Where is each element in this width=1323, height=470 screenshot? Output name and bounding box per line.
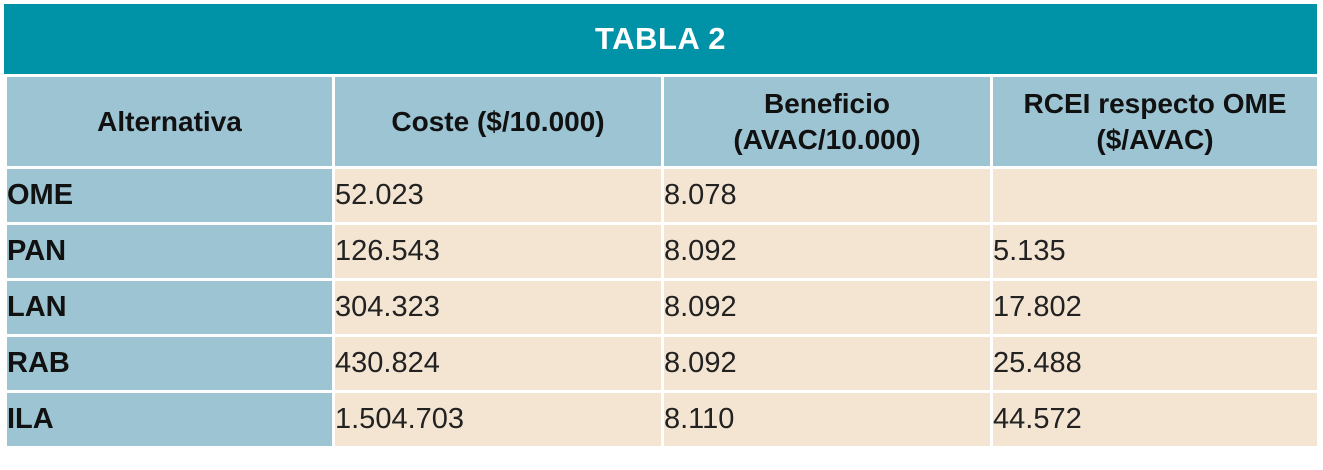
data-table: Alternativa Coste ($/10.000) Beneficio (… — [4, 74, 1320, 449]
row-label: PAN — [4, 222, 335, 281]
header-row: Alternativa Coste ($/10.000) Beneficio (… — [4, 74, 1320, 169]
benefit-cell: 8.110 — [661, 390, 993, 449]
header-alternativa-line1: Alternativa — [97, 105, 242, 137]
header-coste-line1: Coste ($/10.000) — [391, 105, 605, 137]
cost-cell: 126.543 — [332, 222, 664, 281]
benefit-cell: 8.092 — [661, 222, 993, 281]
cost-cell: 430.824 — [332, 334, 664, 393]
table-row: LAN 304.323 8.092 17.802 — [4, 278, 1320, 337]
table-title: TABLA 2 — [4, 4, 1317, 74]
header-rcei: RCEI respecto OME ($/AVAC) — [990, 74, 1320, 169]
header-beneficio-line2: (AVAC/10.000) — [733, 123, 921, 155]
table-row: OME 52.023 8.078 — [4, 166, 1320, 225]
rcei-cell: 17.802 — [990, 278, 1320, 337]
row-label: OME — [4, 166, 335, 225]
header-rcei-line2: ($/AVAC) — [1096, 123, 1214, 155]
row-label: ILA — [4, 390, 335, 449]
cost-cell: 52.023 — [332, 166, 664, 225]
header-beneficio: Beneficio (AVAC/10.000) — [661, 74, 993, 169]
header-beneficio-line1: Beneficio — [763, 87, 891, 119]
rcei-cell: 5.135 — [990, 222, 1320, 281]
table-row: RAB 430.824 8.092 25.488 — [4, 334, 1320, 393]
row-label: LAN — [4, 278, 335, 337]
benefit-cell: 8.092 — [661, 278, 993, 337]
table-container: TABLA 2 Alternativa Coste ($/10.000) Ben… — [4, 4, 1320, 464]
rcei-cell — [990, 166, 1320, 225]
rcei-cell: 44.572 — [990, 390, 1320, 449]
benefit-cell: 8.078 — [661, 166, 993, 225]
rcei-cell: 25.488 — [990, 334, 1320, 393]
cost-cell: 1.504.703 — [332, 390, 664, 449]
table-row: ILA 1.504.703 8.110 44.572 — [4, 390, 1320, 449]
header-coste: Coste ($/10.000) — [332, 74, 664, 169]
table-row: PAN 126.543 8.092 5.135 — [4, 222, 1320, 281]
header-alternativa: Alternativa — [4, 74, 335, 169]
cost-cell: 304.323 — [332, 278, 664, 337]
header-rcei-line1: RCEI respecto OME — [1023, 87, 1287, 119]
benefit-cell: 8.092 — [661, 334, 993, 393]
row-label: RAB — [4, 334, 335, 393]
